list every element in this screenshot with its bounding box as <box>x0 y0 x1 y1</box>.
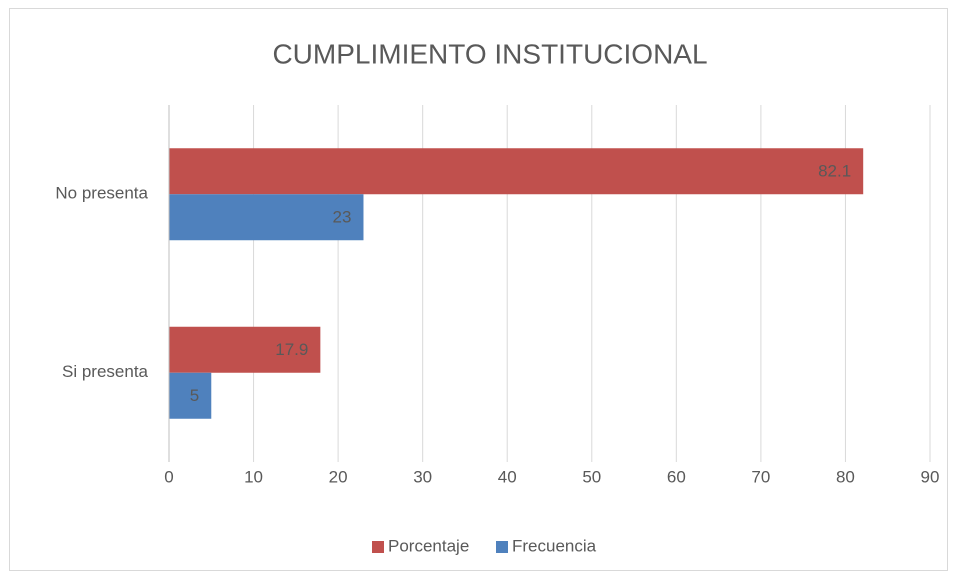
x-tick-label: 80 <box>836 467 855 486</box>
x-tick-label: 30 <box>413 467 432 486</box>
data-label: 5 <box>190 386 199 405</box>
data-label: 82.1 <box>818 162 851 181</box>
bar <box>169 326 321 373</box>
chart-border <box>9 8 948 571</box>
x-tick-label: 70 <box>751 467 770 486</box>
x-tick-label: 0 <box>164 467 173 486</box>
legend-swatch <box>496 541 508 553</box>
x-tick-label: 90 <box>921 467 940 486</box>
x-tick-label: 40 <box>498 467 517 486</box>
bar <box>169 148 864 195</box>
data-label: 23 <box>333 208 352 227</box>
legend-label: Frecuencia <box>512 536 597 555</box>
data-label: 17.9 <box>275 340 308 359</box>
legend-label: Porcentaje <box>388 536 469 555</box>
x-tick-label: 60 <box>667 467 686 486</box>
bar <box>169 372 212 419</box>
y-tick-label: No presenta <box>55 184 148 203</box>
y-tick-label: Si presenta <box>62 362 149 381</box>
bar <box>169 194 364 241</box>
chart-title: CUMPLIMIENTO INSTITUCIONAL <box>272 38 707 69</box>
x-tick-label: 20 <box>329 467 348 486</box>
x-tick-label: 10 <box>244 467 263 486</box>
legend-swatch <box>372 541 384 553</box>
x-tick-label: 50 <box>582 467 601 486</box>
